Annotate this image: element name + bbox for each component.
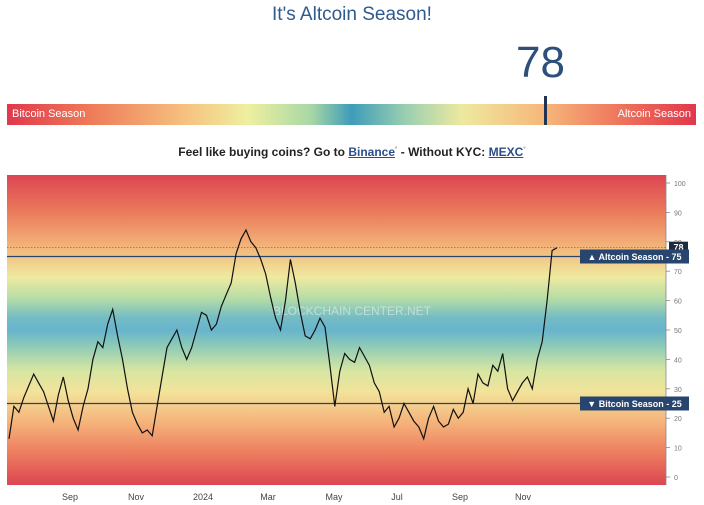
binance-sup: ° (395, 147, 398, 153)
y-tick-label: 10 (674, 446, 682, 453)
x-tick-label: Nov (515, 492, 532, 502)
season-gauge: Bitcoin Season Altcoin Season (7, 104, 696, 125)
gauge-marker (544, 96, 547, 125)
season-score: 78 (516, 38, 565, 87)
plot-background (7, 175, 666, 485)
x-tick-label: Nov (128, 492, 145, 502)
y-tick-label: 40 (674, 357, 682, 364)
x-tick-label: Sep (62, 492, 78, 502)
gauge-right-label: Altcoin Season (617, 108, 691, 120)
threshold-label: ▼ Bitcoin Season - 25 (587, 399, 681, 409)
promo-prefix: Feel like buying coins? Go to (178, 145, 345, 159)
x-tick-label: Mar (260, 492, 276, 502)
threshold-label-box (580, 396, 689, 411)
y-tick-label: 30 (674, 387, 682, 394)
y-tick-label: 0 (674, 475, 678, 482)
y-tick-label: 20 (674, 416, 682, 423)
promo-middle: - Without KYC: (397, 145, 489, 159)
watermark-text: BLOCKCHAIN CENTER.NET (273, 304, 432, 318)
page-title: It's Altcoin Season! (272, 4, 432, 25)
threshold-label: ▲ Altcoin Season - 75 (587, 252, 681, 262)
x-tick-label: 2024 (193, 492, 213, 502)
current-value-label: 78 (673, 243, 683, 253)
threshold-label-box (580, 249, 689, 264)
y-tick-label: 70 (674, 269, 682, 276)
y-tick-label: 50 (674, 328, 682, 335)
altcoin-index-chart: 0102030405060708090100SepNov2024MarMayJu… (7, 175, 689, 502)
x-tick-label: Sep (452, 492, 468, 502)
gauge-left-label: Bitcoin Season (12, 108, 86, 120)
y-tick-label: 100 (674, 181, 686, 188)
x-tick-label: Jul (391, 492, 403, 502)
y-tick-label: 90 (674, 210, 682, 217)
y-tick-label: 60 (674, 299, 682, 306)
promo-line: Feel like buying coins? Go to Binance° -… (0, 145, 704, 159)
binance-link[interactable]: Binance (348, 145, 396, 159)
mexc-link[interactable]: MEXC (488, 145, 524, 159)
series-line (8, 228, 558, 441)
x-tick-label: May (325, 492, 343, 502)
mexc-sup: ° (523, 147, 526, 153)
